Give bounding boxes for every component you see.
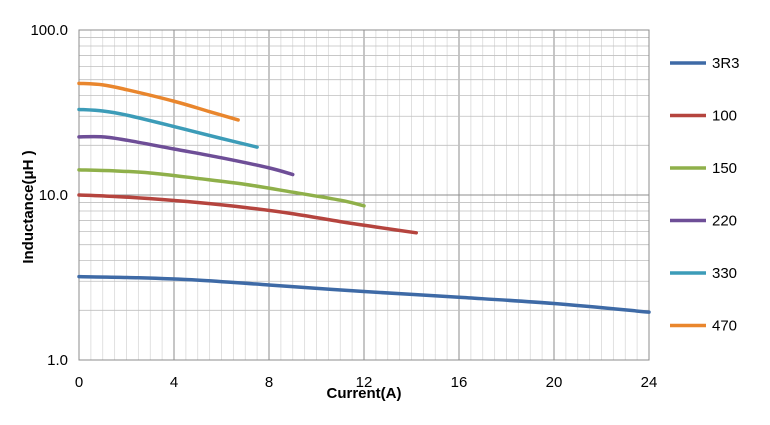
x-tick-label: 8 [265,374,273,391]
grid-layer [78,29,650,361]
series-line-3r3 [77,274,651,314]
x-tick-label: 16 [451,374,468,391]
x-axis-label: Current(A) [327,385,402,402]
x-tick-label: 0 [75,374,83,391]
x-tick-label: 20 [546,374,563,391]
y-tick-label: 10.0 [39,187,68,204]
series-line-220 [77,134,295,177]
x-tick-label: 4 [170,374,178,391]
series-line-150 [77,168,366,208]
x-tick-label: 12 [356,374,373,391]
legend: 3R3 100 150 220 330 470 [670,55,740,335]
legend-label-100: 100 [712,108,737,125]
series-line-470 [77,81,240,122]
legend-label-330: 330 [712,265,737,282]
y-axis-label: Inductance(μH ) [20,150,37,263]
legend-label-470: 470 [712,318,737,335]
legend-label-3r3: 3R3 [712,55,740,72]
axis-layer: 0 4 8 12 16 20 24 1.0 10.0 100.0 [30,22,657,391]
x-tick-label: 24 [641,374,658,391]
legend-label-220: 220 [712,213,737,230]
y-tick-label: 100.0 [30,22,68,39]
legend-label-150: 150 [712,160,737,177]
series-layer [77,81,651,314]
y-tick-label: 1.0 [47,352,68,369]
series-line-330 [77,107,259,149]
series-line-100 [77,193,418,235]
